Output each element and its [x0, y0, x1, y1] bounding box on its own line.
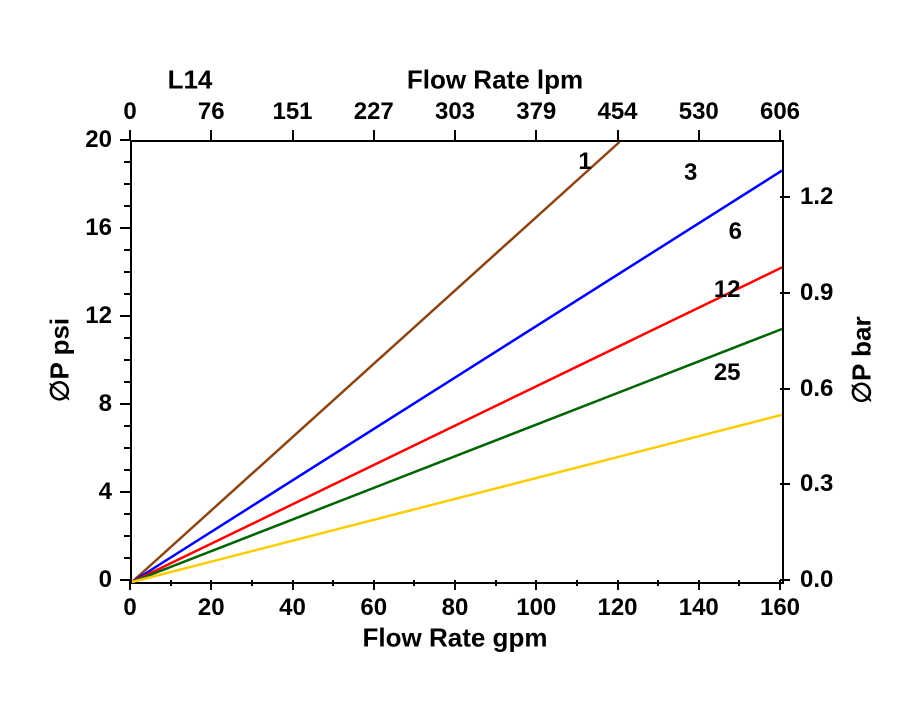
xt-tick — [210, 130, 212, 140]
series-layer — [132, 142, 782, 582]
yl-tick — [120, 403, 130, 405]
yl-tick-label: 16 — [85, 214, 112, 242]
xb-tick-label: 80 — [442, 594, 469, 622]
xb-tick-label: 100 — [516, 594, 556, 622]
yl-minor — [124, 447, 130, 449]
series-12 — [132, 329, 782, 582]
yl-tick-label: 8 — [99, 390, 112, 418]
xb-tick-label: 40 — [279, 594, 306, 622]
yr-tick-label: 0.9 — [800, 279, 833, 307]
xt-tick — [292, 130, 294, 140]
xb-minor — [332, 580, 334, 586]
xt-tick-label: 0 — [123, 98, 136, 126]
y-left-title: ∅P psi — [45, 318, 76, 402]
yl-minor — [124, 271, 130, 273]
xb-minor — [413, 580, 415, 586]
xb-tick-label: 120 — [597, 594, 637, 622]
xt-tick — [535, 130, 537, 140]
xb-tick-label: 60 — [360, 594, 387, 622]
xb-tick-label: 160 — [760, 594, 800, 622]
xb-tick-label: 0 — [123, 594, 136, 622]
series-label-1: 1 — [578, 148, 591, 176]
yr-tick-label: 0.0 — [800, 566, 833, 594]
yr-tick — [780, 292, 790, 294]
xb-minor — [576, 580, 578, 586]
yl-tick — [120, 579, 130, 581]
xb-minor — [738, 580, 740, 586]
xt-tick-label: 606 — [760, 98, 800, 126]
yl-minor — [124, 535, 130, 537]
yl-minor — [124, 359, 130, 361]
yl-tick — [120, 227, 130, 229]
xt-tick-label: 227 — [354, 98, 394, 126]
yl-minor — [124, 161, 130, 163]
yl-minor — [124, 425, 130, 427]
yl-tick-label: 0 — [99, 566, 112, 594]
plot-area — [130, 140, 784, 584]
yl-minor — [124, 513, 130, 515]
xt-tick-label: 303 — [435, 98, 475, 126]
yr-tick — [780, 196, 790, 198]
yr-tick-label: 1.2 — [800, 183, 833, 211]
series-label-6: 6 — [729, 218, 742, 246]
xb-tick-label: 20 — [198, 594, 225, 622]
x-bottom-title: Flow Rate gpm — [363, 623, 548, 654]
xb-minor — [251, 580, 253, 586]
xb-tick — [535, 580, 537, 590]
yl-tick-label: 12 — [85, 302, 112, 330]
xt-tick-label: 454 — [597, 98, 637, 126]
xt-tick-label: 379 — [516, 98, 556, 126]
yr-tick — [780, 483, 790, 485]
xt-tick — [373, 130, 375, 140]
yl-minor — [124, 557, 130, 559]
yl-minor — [124, 293, 130, 295]
yr-tick — [780, 579, 790, 581]
xt-tick-label: 151 — [272, 98, 312, 126]
series-label-25: 25 — [714, 359, 741, 387]
series-label-12: 12 — [714, 276, 741, 304]
series-label-3: 3 — [684, 159, 697, 187]
xb-tick — [129, 580, 131, 590]
xt-tick-label: 530 — [679, 98, 719, 126]
chart-stage: 020406080100120140160Flow Rate gpm076151… — [0, 0, 908, 702]
yr-tick-label: 0.6 — [800, 375, 833, 403]
xb-minor — [657, 580, 659, 586]
xb-tick — [698, 580, 700, 590]
yl-minor — [124, 337, 130, 339]
yl-minor — [124, 249, 130, 251]
yl-tick-label: 20 — [85, 126, 112, 154]
yl-tick — [120, 315, 130, 317]
series-3 — [132, 171, 782, 582]
yl-minor — [124, 183, 130, 185]
xb-tick — [292, 580, 294, 590]
xb-tick — [454, 580, 456, 590]
xt-tick — [454, 130, 456, 140]
yl-minor — [124, 205, 130, 207]
yr-tick — [780, 388, 790, 390]
series-6 — [132, 267, 782, 582]
xb-tick — [210, 580, 212, 590]
yl-minor — [124, 469, 130, 471]
series-25 — [132, 415, 782, 582]
xt-tick-label: 76 — [198, 98, 225, 126]
xt-tick — [698, 130, 700, 140]
yl-tick-label: 4 — [99, 478, 112, 506]
yl-tick — [120, 491, 130, 493]
yl-tick — [120, 139, 130, 141]
xt-tick — [617, 130, 619, 140]
y-right-title: ∅P bar — [847, 316, 878, 403]
xb-tick-label: 140 — [679, 594, 719, 622]
series-1 — [132, 142, 620, 582]
model-label: L14 — [168, 65, 213, 96]
xb-minor — [495, 580, 497, 586]
xb-tick — [373, 580, 375, 590]
xb-minor — [170, 580, 172, 586]
xb-tick — [779, 580, 781, 590]
yl-minor — [124, 381, 130, 383]
xt-tick — [779, 130, 781, 140]
yr-tick-label: 0.3 — [800, 470, 833, 498]
x-top-title: Flow Rate lpm — [407, 65, 583, 96]
xb-tick — [617, 580, 619, 590]
